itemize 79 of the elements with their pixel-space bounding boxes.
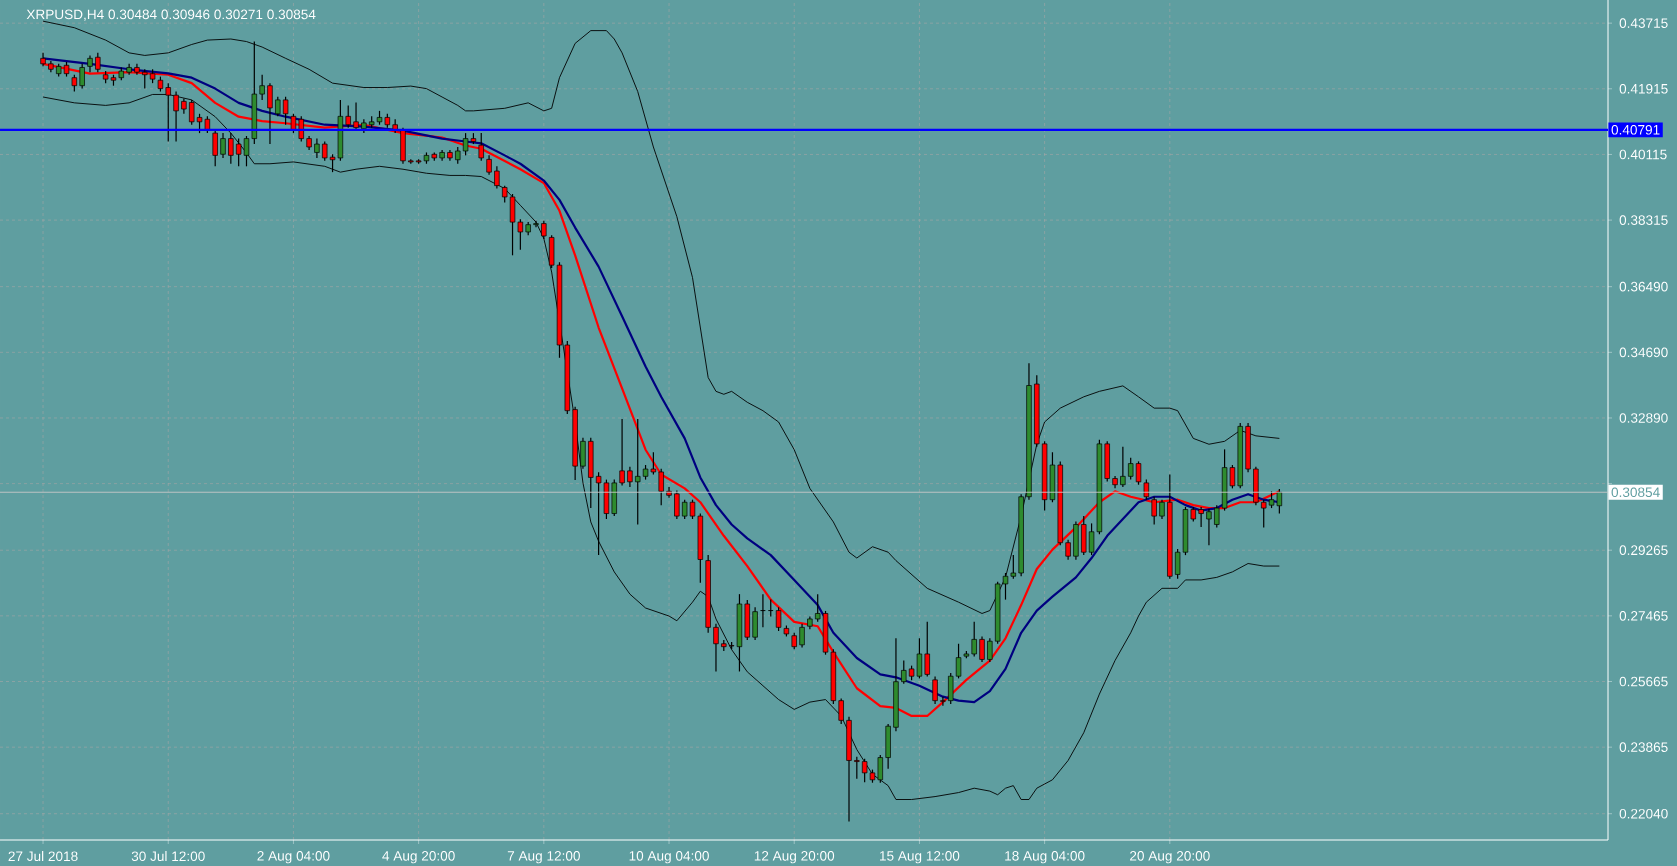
candlestick <box>1143 479 1150 501</box>
candlestick <box>220 132 226 159</box>
candlestick <box>298 115 304 143</box>
x-tick-label: 10 Aug 04:00 <box>629 851 709 864</box>
x-tick-label: 30 Jul 12:00 <box>131 851 205 862</box>
candlestick <box>1135 460 1142 486</box>
candlestick <box>1214 504 1220 528</box>
candlestick <box>940 696 946 707</box>
candlestick <box>932 675 938 705</box>
candlestick <box>635 418 641 526</box>
candlestick <box>627 466 633 488</box>
y-tick-label: 0.25665 <box>1619 676 1668 687</box>
candlestick <box>901 659 907 685</box>
y-tick-label: 0.36490 <box>1619 281 1668 292</box>
candlestick <box>228 132 234 165</box>
candlestick <box>854 756 860 780</box>
candlestick <box>533 220 539 228</box>
candlestick <box>619 418 625 487</box>
candlestick <box>290 113 297 134</box>
x-tick-label: 7 Aug 12:00 <box>507 851 580 864</box>
x-tick-label: 18 Aug 04:00 <box>1005 851 1085 864</box>
x-tick-label: 4 Aug 20:00 <box>382 851 455 864</box>
candlestick <box>314 137 320 159</box>
candlestick <box>1159 499 1165 520</box>
candlestick <box>681 499 688 520</box>
candlestick <box>494 165 500 190</box>
candlestick <box>815 593 821 623</box>
y-tick-label: 0.29265 <box>1619 545 1668 555</box>
candlestick <box>1010 554 1017 580</box>
x-tick-label: 27 Jul 2018 <box>8 851 78 862</box>
candlestick <box>775 606 782 632</box>
candlestick <box>322 140 328 162</box>
candlestick <box>212 129 218 167</box>
x-tick-label: 12 Aug 20:00 <box>754 851 835 864</box>
candlestick <box>877 754 883 784</box>
candlestick <box>1065 539 1071 561</box>
candlestick <box>1261 499 1267 528</box>
candlestick <box>674 489 680 520</box>
candlestick <box>275 96 281 117</box>
candlestick <box>486 154 492 176</box>
candlestick <box>189 99 195 126</box>
candlestick <box>259 74 265 101</box>
candlestick <box>924 621 930 678</box>
candlestick <box>1206 508 1212 546</box>
text: XRPUSD,H4 0.30484 0.30946 0.30271 0.30854 <box>26 9 316 21</box>
candlestick <box>541 220 547 240</box>
candlestick <box>987 637 993 663</box>
candlestick <box>79 63 85 90</box>
y-tick-label: 0.22040 <box>1619 808 1668 819</box>
y-tick-label: 0.41915 <box>1619 83 1668 94</box>
candlestick <box>478 132 484 162</box>
y-tick-label: 0.38315 <box>1619 215 1668 225</box>
x-tick-label: 2 Aug 04:00 <box>257 851 330 864</box>
candlestick <box>353 101 359 131</box>
y-tick-label: 0.27465 <box>1619 611 1668 621</box>
candlestick <box>713 623 719 673</box>
candlestick <box>1151 496 1157 526</box>
candlestick <box>955 643 962 679</box>
x-tick-label: 20 Aug 20:00 <box>1130 851 1210 864</box>
candlestick <box>267 82 273 145</box>
y-tick-label: 0.40115 <box>1619 149 1667 160</box>
candlestick <box>971 621 977 658</box>
candlestick <box>799 623 805 648</box>
candlestick <box>345 104 351 129</box>
candlestick <box>282 96 289 126</box>
x-tick-label: 15 Aug 12:00 <box>880 851 960 864</box>
candlestick <box>979 635 985 663</box>
y-tick-label: 0.32890 <box>1619 413 1668 423</box>
candlestick <box>142 68 148 90</box>
y-tick-label: 0.43715 <box>1619 18 1668 28</box>
y-tick-label: 0.34690 <box>1619 347 1668 358</box>
candlestick <box>838 697 844 725</box>
y-tick-label: 0.23865 <box>1619 742 1668 752</box>
ref-line-label: 0.30854 <box>1611 487 1660 498</box>
candlestick <box>1128 457 1134 481</box>
ref-line-label: 0.40791 <box>1611 124 1660 135</box>
candlestick <box>1198 506 1204 528</box>
candlestick <box>1120 446 1126 488</box>
candlestick <box>658 468 664 506</box>
